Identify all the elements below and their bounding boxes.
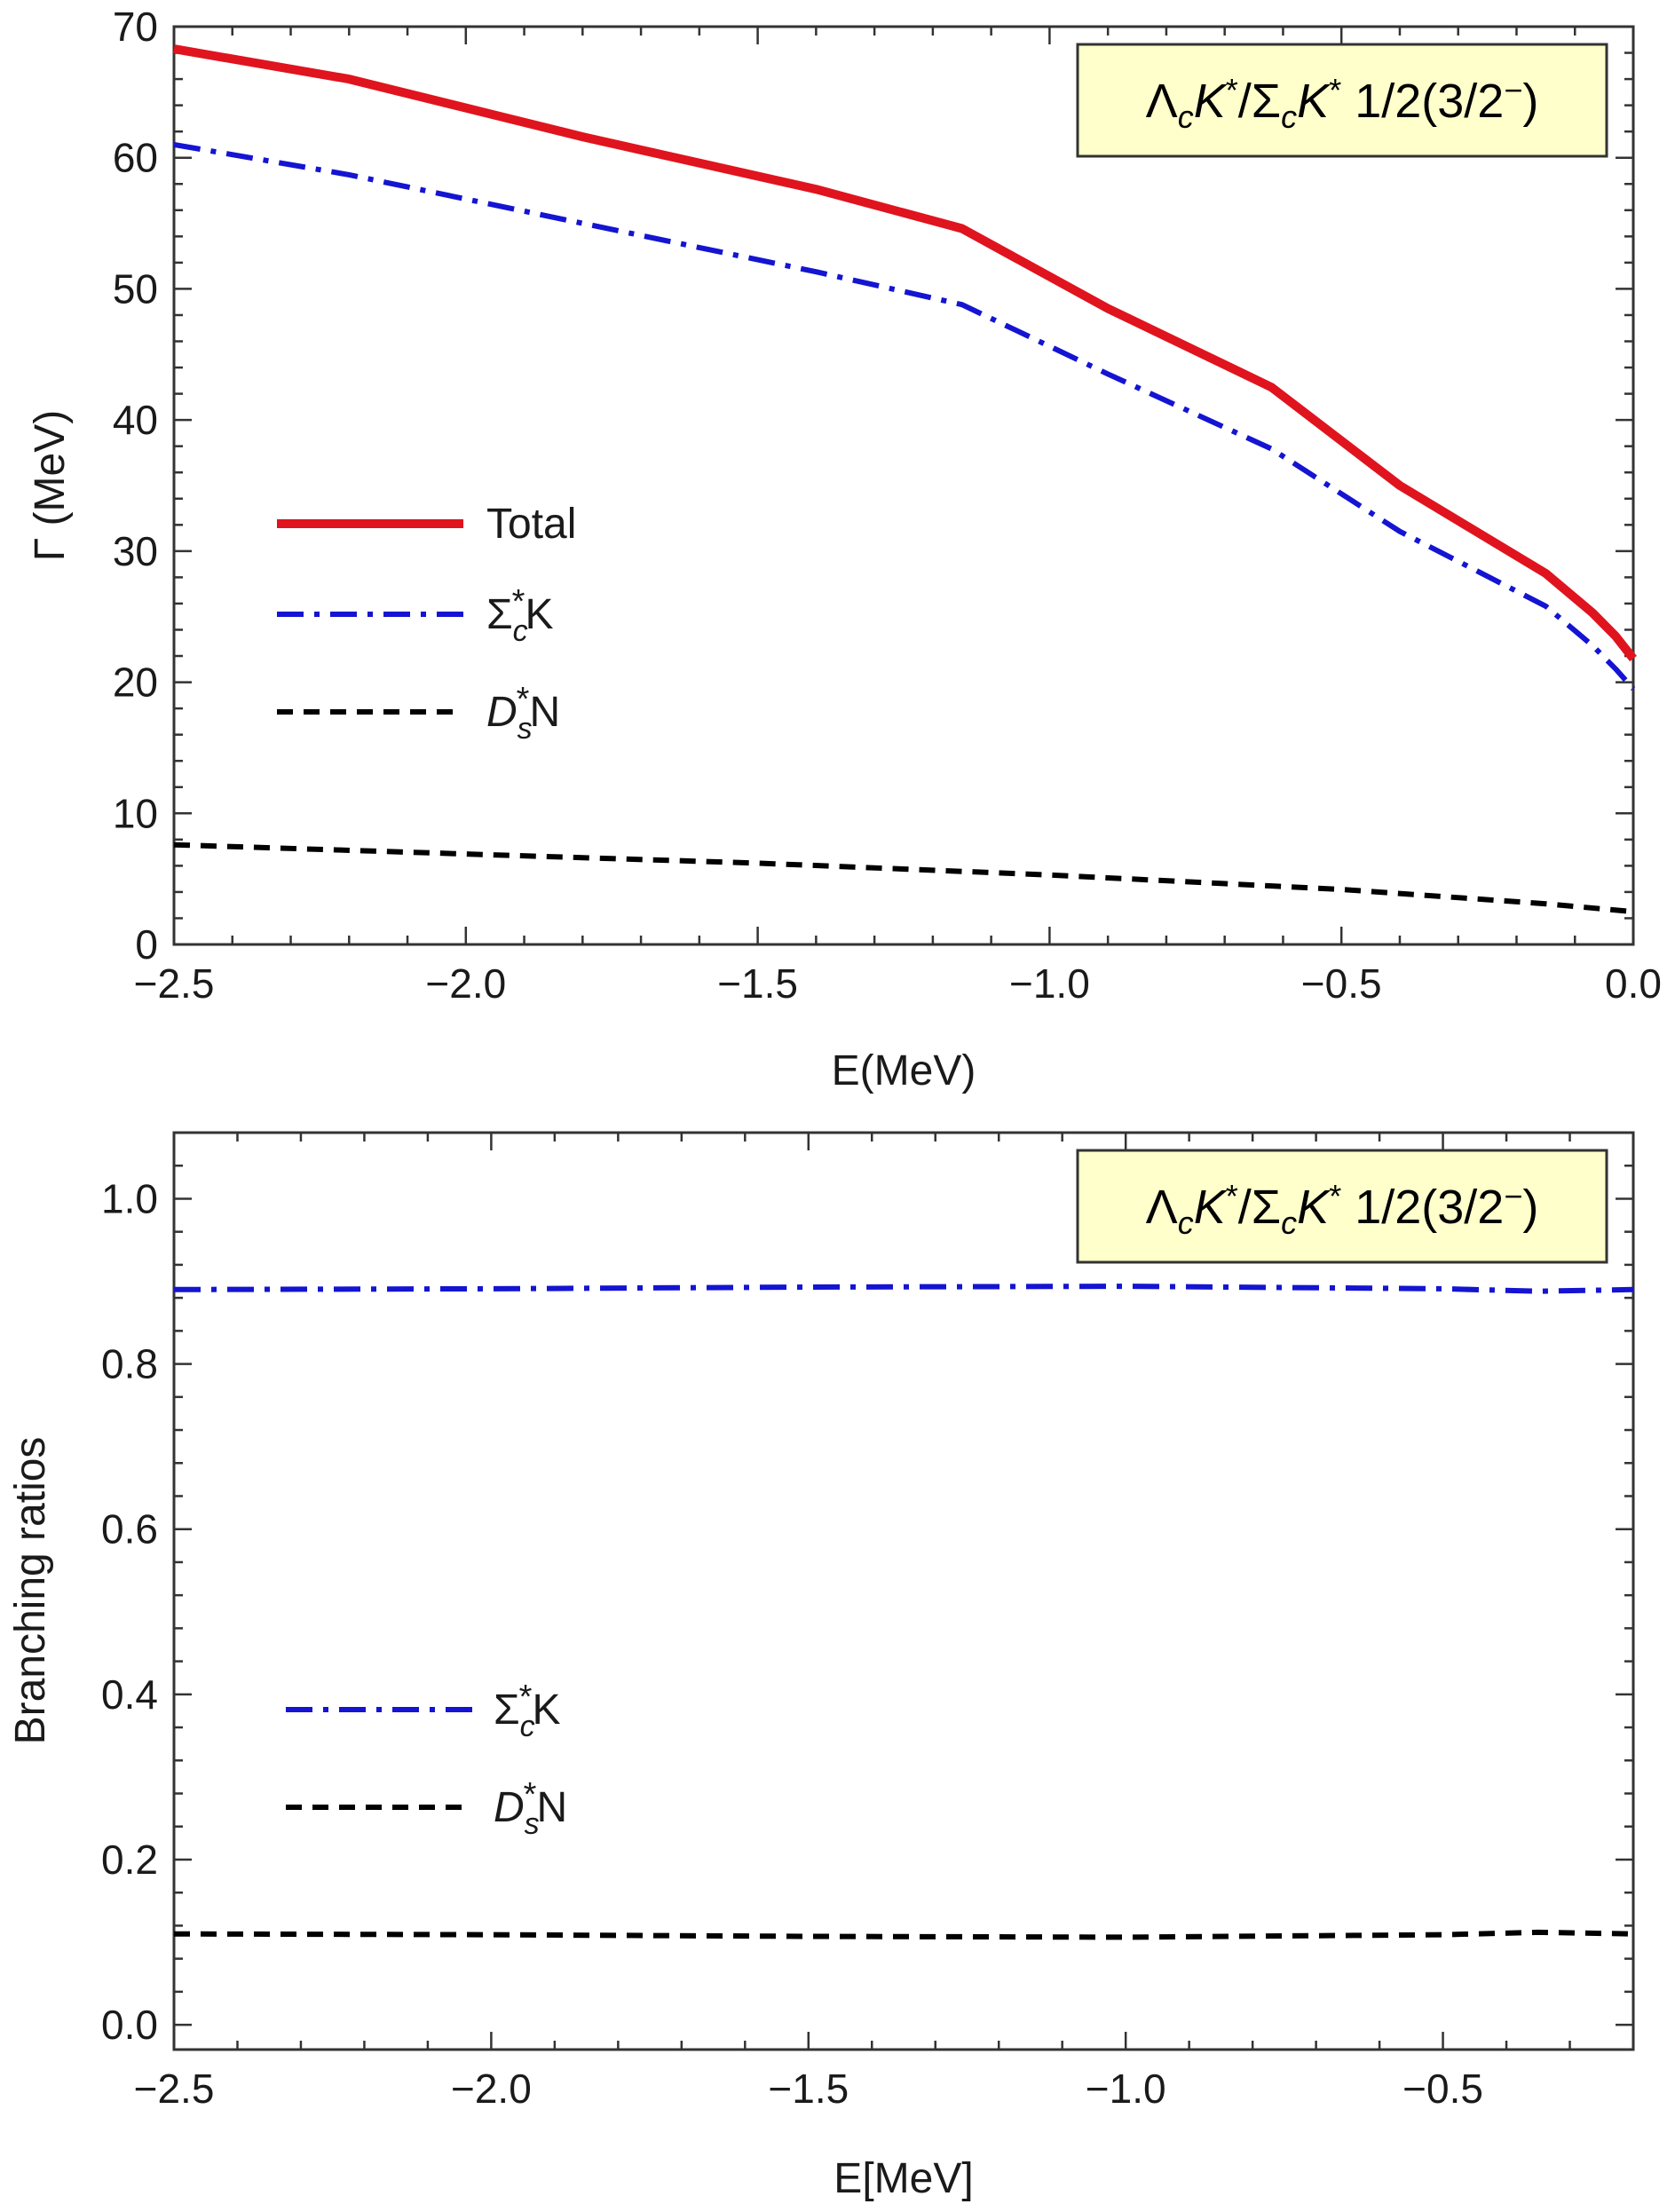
tick-marks: [172, 25, 1635, 946]
x-tick-label: −2.0: [425, 960, 506, 1007]
panel-width-vs-energy: −2.5 −2.0 −1.5 −1.0 −0.5 0.0 010203040506070 …: [27, 4, 1662, 1094]
legend-label-ds: Ds*N: [486, 681, 560, 746]
legend-label-ds: Ds*N: [494, 1776, 567, 1841]
x-tick-label: −2.5: [134, 960, 215, 1007]
y-tick-label: 1.0: [101, 1175, 158, 1221]
y-tick-label: 30: [113, 528, 158, 574]
y-tick-labels: 0 10 20 30 40 50 60 70: [113, 4, 158, 968]
y-tick-label: 0: [135, 921, 158, 968]
y-tick-label: 0.6: [101, 1506, 158, 1552]
x-tick-label: −1.5: [717, 960, 798, 1007]
y-tick-label: 40: [113, 397, 158, 443]
series-line-dsn: [173, 841, 1634, 915]
x-tick-label: −0.5: [1402, 2066, 1483, 2112]
series-line-ck: [173, 141, 1636, 691]
legend-label-total: Total: [486, 501, 576, 548]
title-box-background: [1076, 43, 1608, 158]
y-tick-label: 0.8: [101, 1341, 158, 1387]
plot-frame: [172, 1131, 1635, 2051]
panel-branching-ratios: −2.5 −2.0 −1.5 −1.0 −0.5 0.00.20.40.60.81.0 …: [7, 1131, 1635, 2202]
series-lines: [173, 1284, 1634, 1940]
y-tick-label: 70: [113, 4, 158, 50]
y-tick-label: 20: [113, 660, 158, 706]
x-axis-title: E(MeV): [832, 1047, 976, 1094]
chart-title: ΛcK*/ΣcK* 1/2(3/2−): [1146, 1178, 1539, 1241]
x-tick-label: −1.0: [1086, 2066, 1166, 2112]
x-tick-label: −1.0: [1009, 960, 1090, 1007]
y-tick-label: 0.2: [101, 1837, 158, 1883]
x-tick-label: 0.0: [1605, 960, 1662, 1007]
x-tick-label: −1.5: [768, 2066, 849, 2112]
x-tick-label: −0.5: [1301, 960, 1382, 1007]
title-box: ΛcK*/ΣcK* 1/2(3/2−): [1076, 1149, 1608, 1264]
x-tick-labels: −2.5 −2.0 −1.5 −1.0 −0.5 0.0: [134, 960, 1662, 1007]
x-tick-label: −2.0: [451, 2066, 532, 2112]
tick-marks: [172, 1131, 1635, 2050]
x-axis-title: E[MeV]: [834, 2155, 973, 2202]
y-tick-label: 0.0: [101, 2002, 158, 2048]
x-tick-labels: −2.5 −2.0 −1.5 −1.0 −0.5: [134, 2066, 1483, 2112]
series-line-dsn: [173, 1929, 1634, 1940]
series-line-total: [173, 44, 1637, 662]
series-line-ck: [173, 1284, 1634, 1294]
x-tick-label: −2.5: [134, 2066, 215, 2112]
legend-label-sigma: Σc*K: [486, 583, 553, 648]
plot-frame: [172, 25, 1635, 946]
legend-label-sigma: Σc*K: [494, 1679, 560, 1743]
y-axis-title: Γ (MeV): [27, 410, 74, 561]
y-tick-labels: 0.0 0.2 0.4 0.6 0.8 1.0: [101, 1175, 158, 2048]
y-tick-label: 10: [113, 790, 158, 836]
series-lines: [173, 44, 1637, 915]
legend: Total Σc*K Ds*N: [277, 501, 576, 746]
y-tick-label: 50: [113, 265, 158, 312]
title-box: ΛcK*/ΣcK* 1/2(3/2−): [1076, 43, 1608, 158]
title-box-background: [1076, 1149, 1608, 1264]
chart-title: ΛcK*/ΣcK* 1/2(3/2−): [1146, 72, 1539, 135]
legend: Σc*K Ds*N: [286, 1679, 567, 1841]
y-tick-label: 0.4: [101, 1671, 158, 1718]
y-axis-title: Branching ratios: [7, 1437, 54, 1745]
y-tick-label: 60: [113, 135, 158, 181]
